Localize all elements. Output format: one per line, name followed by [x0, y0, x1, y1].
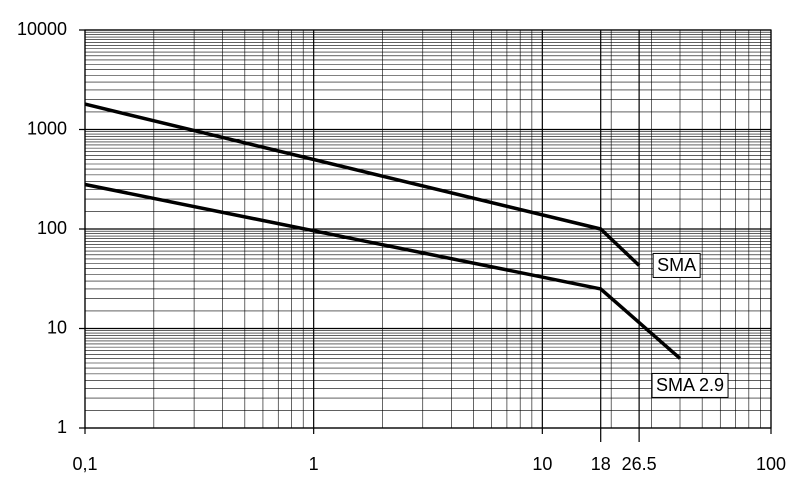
x-tick-label: 26.5 [622, 454, 657, 474]
plot-frame [84, 29, 772, 429]
series-line [84, 182, 682, 360]
x-tick-label: 100 [756, 454, 786, 474]
y-tick-label: 10 [47, 317, 67, 337]
x-tick-label: 1 [309, 454, 319, 474]
y-tick-label: 1000 [27, 118, 67, 138]
series-line [84, 102, 641, 267]
y-tick-label: 1 [57, 417, 67, 437]
x-tick-label: 18 [591, 454, 611, 474]
series-label-box [652, 252, 701, 278]
series-label: SMA 2.9 [656, 375, 724, 395]
series-label: SMA [657, 255, 696, 275]
series-label-box [651, 372, 729, 398]
y-tick-label: 100 [37, 218, 67, 238]
x-tick-label: 10 [532, 454, 552, 474]
y-tick-label: 10000 [17, 19, 67, 39]
x-tick-label: 0,1 [72, 454, 97, 474]
